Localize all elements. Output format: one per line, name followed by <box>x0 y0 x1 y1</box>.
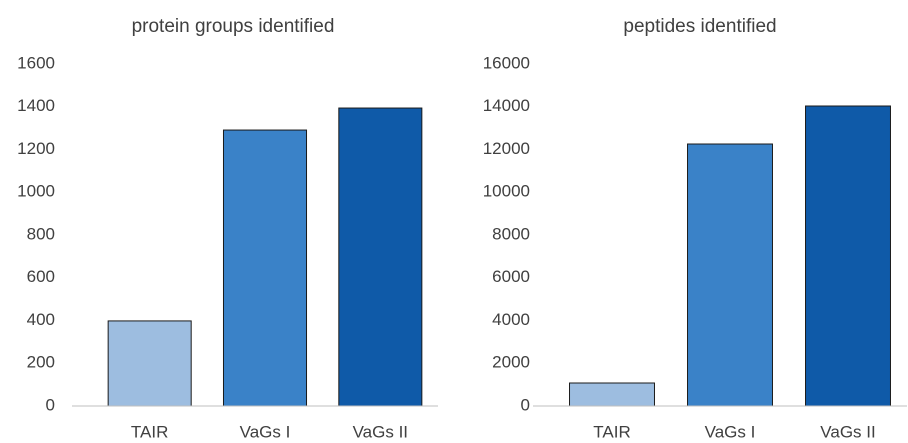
y-tick-label: 0 <box>521 395 530 414</box>
x-tick-label: TAIR <box>593 422 630 441</box>
x-tick-label: VaGs I <box>705 422 756 441</box>
y-tick-label: 1400 <box>17 96 55 115</box>
y-tick-label: 600 <box>27 267 55 286</box>
y-tick-label: 2000 <box>492 353 530 372</box>
y-tick-label: 200 <box>27 353 55 372</box>
bar <box>107 320 192 407</box>
x-tick-label: VaGs I <box>240 422 291 441</box>
y-tick-label: 0 <box>46 395 55 414</box>
bar <box>569 382 655 407</box>
x-tick-label: VaGs II <box>820 422 875 441</box>
y-tick-label: 8000 <box>492 224 530 243</box>
y-tick-label: 800 <box>27 224 55 243</box>
y-tick-label: 14000 <box>483 96 530 115</box>
x-tick-label: VaGs II <box>353 422 408 441</box>
y-tick-label: 1000 <box>17 182 55 201</box>
y-tick-label: 400 <box>27 310 55 329</box>
y-tick-label: 6000 <box>492 267 530 286</box>
chart-title: peptides identified <box>623 16 776 37</box>
y-tick-label: 1200 <box>17 139 55 158</box>
x-tick-label: TAIR <box>131 422 168 441</box>
chart-title: protein groups identified <box>132 16 335 37</box>
y-tick-label: 10000 <box>483 182 530 201</box>
y-tick-label: 16000 <box>483 53 530 72</box>
bar <box>805 105 891 407</box>
y-tick-label: 4000 <box>492 310 530 329</box>
bar <box>222 129 308 407</box>
y-tick-label: 1600 <box>17 53 55 72</box>
bar <box>687 143 773 407</box>
y-tick-label: 12000 <box>483 139 530 158</box>
bar <box>338 107 423 407</box>
